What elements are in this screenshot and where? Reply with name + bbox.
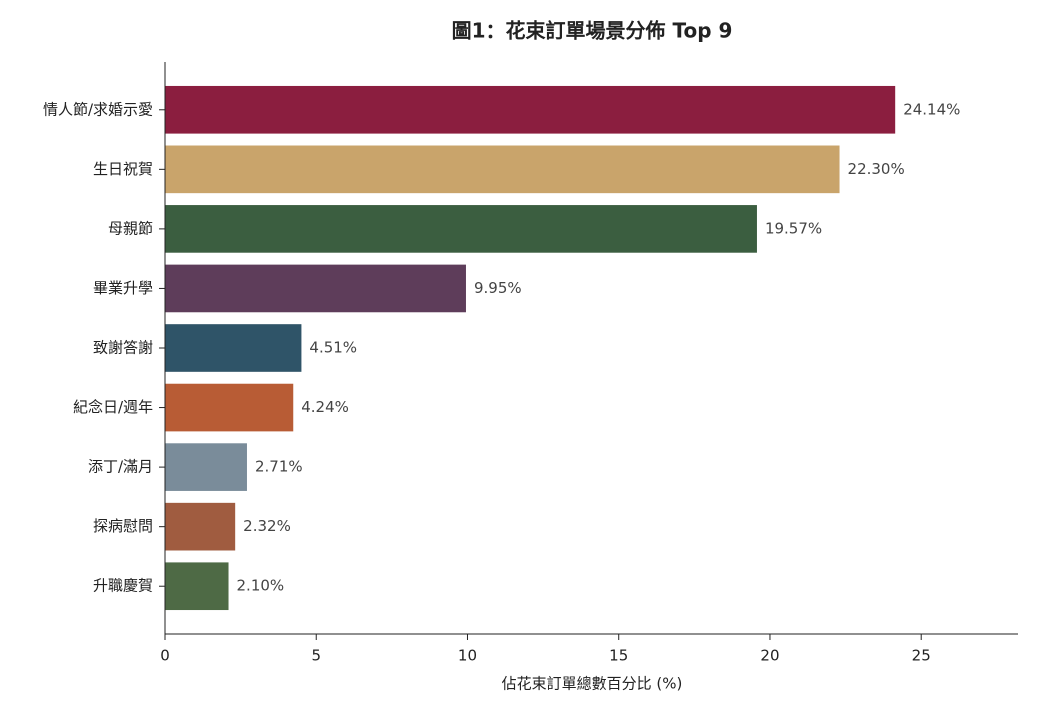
value-label: 2.71% <box>255 458 303 476</box>
bar <box>165 443 247 491</box>
x-tick-label: 25 <box>912 647 931 665</box>
value-label: 4.24% <box>301 398 349 416</box>
value-label: 22.30% <box>848 160 905 178</box>
bar <box>165 85 896 134</box>
bar <box>165 562 229 611</box>
x-tick-label: 20 <box>760 647 779 665</box>
x-tick-label: 0 <box>160 647 170 665</box>
x-tick-label: 5 <box>311 647 321 665</box>
bar <box>165 502 236 551</box>
bar <box>165 383 294 432</box>
y-tick-label: 情人節/求婚示愛 <box>43 100 153 118</box>
chart-title: 圖1：花束訂單場景分佈 Top 9 <box>452 19 733 43</box>
bar <box>165 145 840 194</box>
y-tick-label: 紀念日/週年 <box>73 398 153 416</box>
value-label: 2.32% <box>243 517 291 535</box>
y-tick-label: 畢業升學 <box>93 279 153 297</box>
bar <box>165 205 757 253</box>
bar <box>165 264 466 313</box>
x-axis-label: 佔花束訂單總數百分比 (%) <box>502 675 683 693</box>
value-label: 4.51% <box>309 339 357 357</box>
x-tick-label: 15 <box>609 647 628 665</box>
y-tick-label: 升職慶賀 <box>93 577 153 595</box>
value-label: 19.57% <box>765 219 822 237</box>
value-label: 2.10% <box>237 577 285 595</box>
y-tick-label: 生日祝賀 <box>93 160 153 178</box>
y-tick-label: 添丁/滿月 <box>88 458 153 476</box>
value-label: 24.14% <box>903 100 960 118</box>
y-tick-label: 致謝答謝 <box>93 339 153 357</box>
x-tick-label: 10 <box>458 647 477 665</box>
y-tick-label: 母親節 <box>108 219 153 237</box>
bar <box>165 324 302 372</box>
y-tick-label: 探病慰問 <box>93 517 153 535</box>
value-label: 9.95% <box>474 279 522 297</box>
